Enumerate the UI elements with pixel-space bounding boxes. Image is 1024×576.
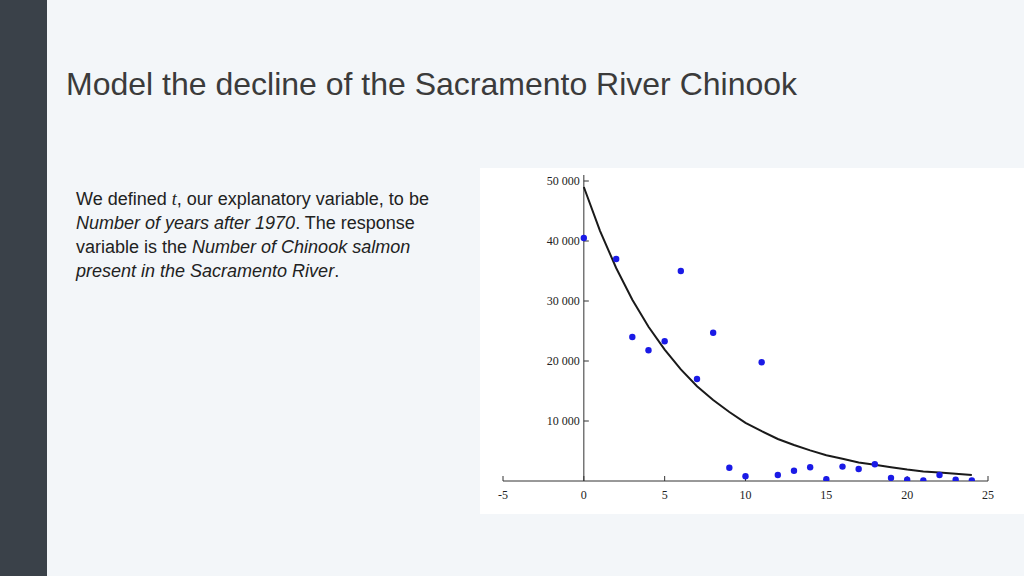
- y-tick: [584, 421, 589, 422]
- data-point: [823, 476, 829, 481]
- y-tick-label: 20 000: [547, 354, 580, 368]
- x-tick-label: 10: [740, 488, 752, 502]
- data-point: [872, 461, 878, 467]
- description-part: We defined: [76, 189, 172, 209]
- y-axis: [583, 175, 584, 481]
- x-tick-label: 20: [901, 488, 913, 502]
- x-tick-label: 0: [581, 488, 587, 502]
- data-point: [904, 477, 910, 481]
- data-point: [758, 359, 764, 365]
- x-tick: [583, 476, 584, 481]
- data-point: [807, 464, 813, 470]
- x-tick: [664, 476, 665, 481]
- y-tick: [584, 301, 589, 302]
- data-point: [855, 466, 861, 472]
- data-point: [629, 334, 635, 340]
- data-point: [613, 256, 619, 262]
- data-point: [969, 477, 975, 481]
- chart-panel: [480, 168, 1024, 514]
- data-point: [791, 468, 797, 474]
- y-tick-label: 40 000: [547, 234, 580, 248]
- data-point: [775, 472, 781, 478]
- data-point: [581, 235, 587, 241]
- data-point: [678, 268, 684, 274]
- x-tick: [988, 476, 989, 481]
- data-point: [645, 347, 651, 353]
- y-tick: [584, 181, 589, 182]
- description-part: .: [334, 261, 339, 281]
- x-tick: [503, 476, 504, 481]
- description-part: Number of years after 1970: [76, 213, 295, 233]
- y-tick-label: 30 000: [547, 294, 580, 308]
- data-point: [661, 338, 667, 344]
- x-tick-label: 5: [662, 488, 668, 502]
- data-point: [694, 376, 700, 382]
- description-part: , our explanatory variable, to be: [177, 189, 429, 209]
- description-part: t: [172, 189, 177, 209]
- data-point: [888, 475, 894, 481]
- slide-title: Model the decline of the Sacramento Rive…: [66, 66, 797, 103]
- data-point: [920, 477, 926, 481]
- x-tick-label: 25: [982, 488, 994, 502]
- x-tick-label: 15: [820, 488, 832, 502]
- data-point: [936, 472, 942, 478]
- model-curve: [584, 187, 972, 475]
- data-point: [726, 465, 732, 471]
- y-tick: [584, 361, 589, 362]
- data-point: [710, 330, 716, 336]
- data-point: [952, 477, 958, 481]
- x-tick-label: -5: [498, 488, 508, 502]
- y-tick-label: 10 000: [547, 414, 580, 428]
- plot-data: [581, 187, 975, 481]
- data-point: [839, 463, 845, 469]
- sidebar: [0, 0, 47, 576]
- chart: -5 0 5 10 15 20 25 10 000 20 000 30 000 40 000 50 0…: [0, 0, 1024, 576]
- y-tick-label: 50 000: [547, 174, 580, 188]
- slide-description: We defined t, our explanatory variable, …: [76, 187, 468, 283]
- data-point: [742, 473, 748, 479]
